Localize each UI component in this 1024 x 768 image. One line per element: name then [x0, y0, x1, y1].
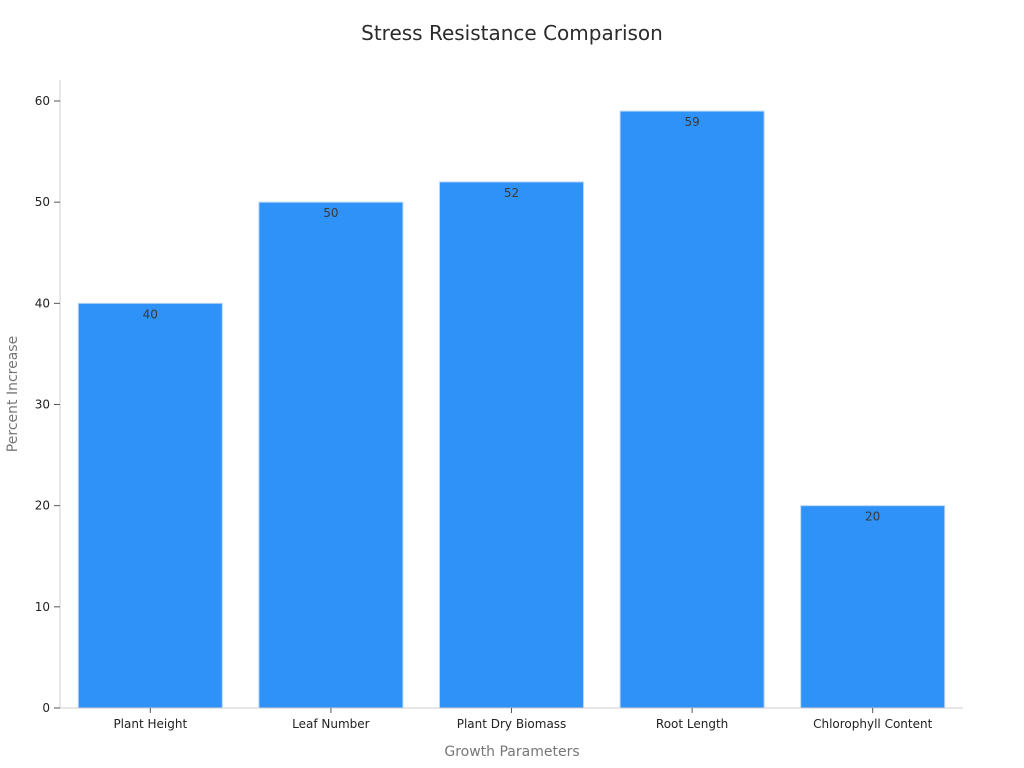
data-label: 50 [323, 206, 338, 220]
y-tick-label: 20 [35, 499, 50, 513]
x-tick-label: Chlorophyll Content [813, 717, 932, 731]
x-tick-label: Plant Height [113, 717, 187, 731]
data-label: 40 [143, 307, 158, 321]
bar [77, 302, 223, 709]
bar [619, 110, 765, 709]
x-tick-label: Leaf Number [292, 717, 370, 731]
y-tick-label: 10 [35, 600, 50, 614]
y-tick-label: 60 [35, 94, 50, 108]
y-tick-label: 0 [42, 701, 50, 715]
x-tick-label: Plant Dry Biomass [457, 717, 567, 731]
chart-title: Stress Resistance Comparison [361, 21, 663, 45]
data-label: 20 [865, 510, 880, 524]
data-label: 52 [504, 186, 519, 200]
bar [439, 181, 584, 709]
y-axis: 0 10 20 30 40 50 60 [35, 80, 61, 715]
bars: 40 50 52 59 20 [77, 110, 946, 709]
y-axis-label: Percent Increase [5, 336, 21, 452]
bar [800, 505, 946, 709]
x-axis-label: Growth Parameters [444, 744, 579, 760]
y-tick-label: 50 [35, 195, 50, 209]
y-tick-label: 30 [35, 398, 50, 412]
x-tick-label: Root Length [656, 717, 728, 731]
x-axis: Plant Height Leaf Number Plant Dry Biomass… [60, 707, 963, 731]
bar [258, 201, 404, 709]
y-tick-label: 40 [35, 296, 50, 310]
data-label: 59 [684, 115, 699, 129]
